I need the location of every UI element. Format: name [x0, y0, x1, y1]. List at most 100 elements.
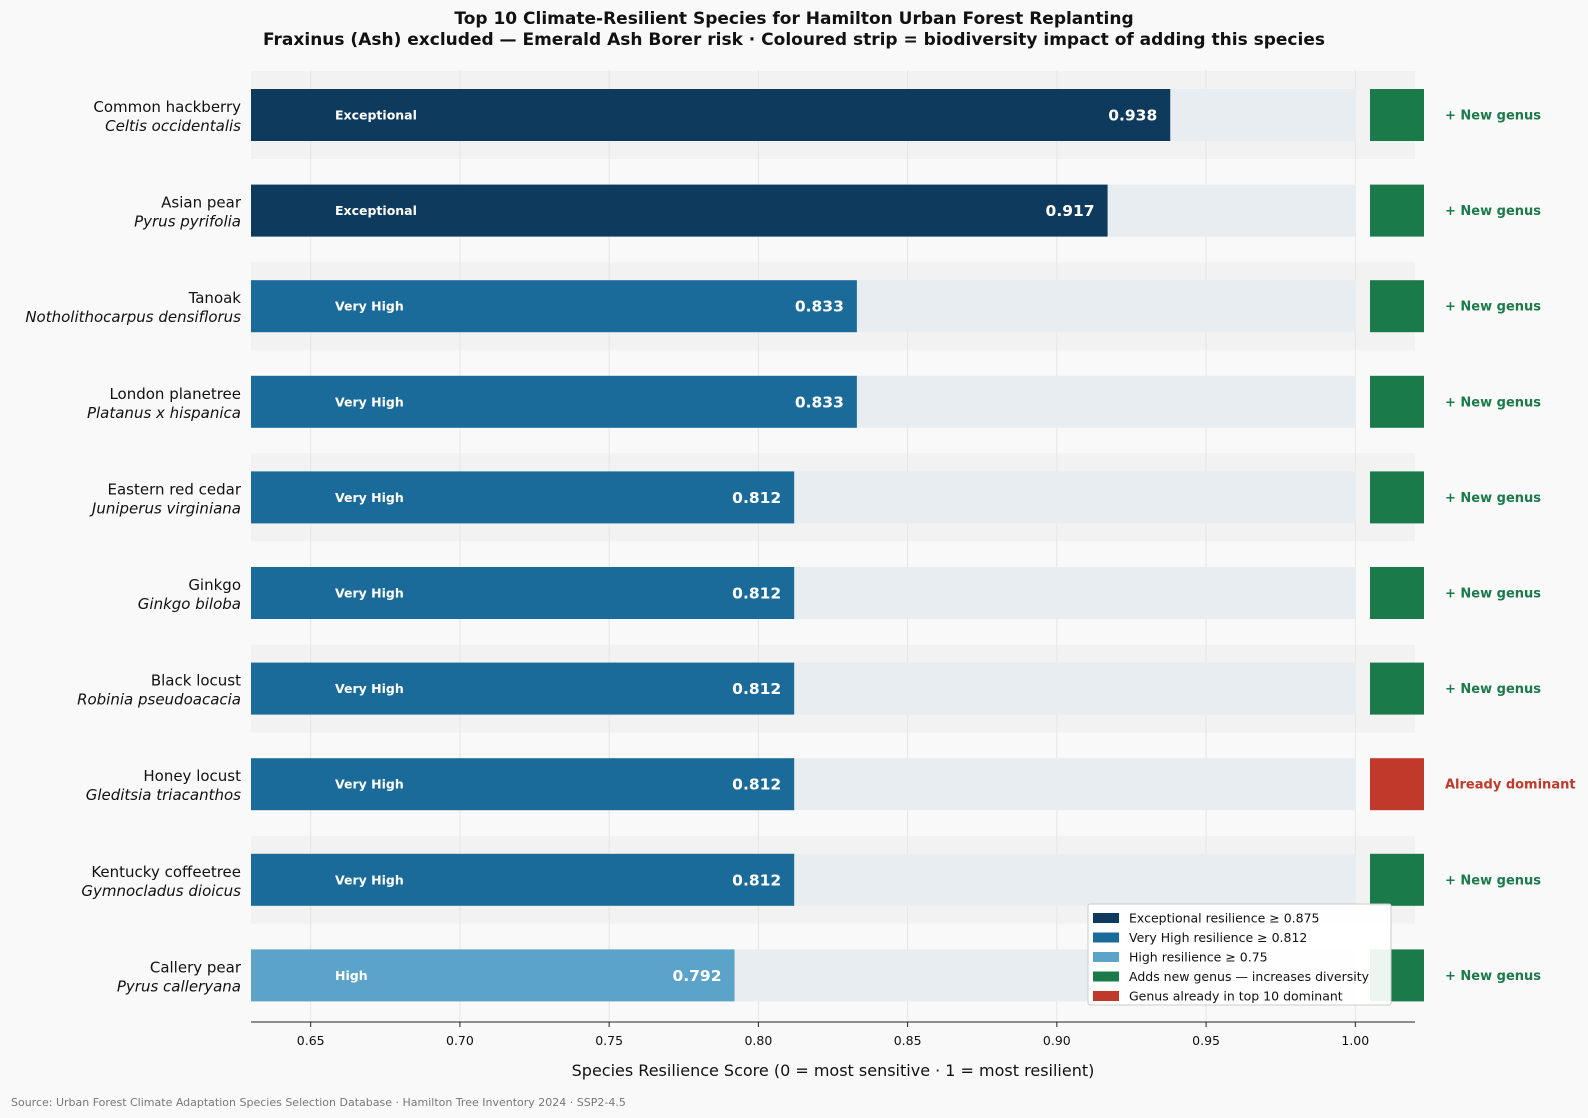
- impact-label: + New genus: [1445, 682, 1541, 697]
- value-label: 0.812: [732, 871, 781, 889]
- species-latin-name: Gymnocladus dioicus: [81, 882, 241, 900]
- value-label: 0.833: [795, 298, 844, 316]
- impact-label: + New genus: [1445, 395, 1541, 410]
- legend-entry: Very High resilience ≥ 0.812: [1129, 930, 1307, 945]
- species-latin-name: Celtis occidentalis: [105, 117, 241, 135]
- impact-strip: [1370, 471, 1424, 524]
- impact-strip: [1370, 184, 1424, 237]
- value-label: 0.792: [672, 967, 721, 985]
- value-label: 0.938: [1108, 107, 1157, 125]
- impact-strip: [1370, 567, 1424, 619]
- chart-subtitle: Fraxinus (Ash) excluded — Emerald Ash Bo…: [263, 30, 1325, 50]
- legend-box: [1087, 903, 1392, 1006]
- tier-label: High: [335, 968, 368, 983]
- species-common-name: Callery pear: [150, 958, 242, 976]
- species-common-name: Honey locust: [143, 767, 241, 785]
- legend-entry: High resilience ≥ 0.75: [1129, 950, 1268, 965]
- tier-label: Very High: [335, 299, 404, 314]
- value-label: 0.812: [732, 489, 781, 507]
- x-tick-label: 1.00: [1341, 1033, 1369, 1048]
- x-tick-label: 0.85: [894, 1033, 922, 1048]
- bar-very_high: [251, 853, 795, 906]
- tier-label: Very High: [335, 490, 404, 505]
- species-latin-name: Notholithocarpus densiflorus: [25, 308, 241, 326]
- chart-title: Top 10 Climate-Resilient Species for Ham…: [454, 9, 1133, 29]
- bar-very_high: [251, 280, 857, 333]
- x-tick-label: 0.95: [1192, 1033, 1220, 1048]
- bar-row: Very High 0.812 Eastern red cedarJuniperus…: [89, 471, 1541, 524]
- x-tick-label: 0.65: [297, 1033, 325, 1048]
- tier-label: Very High: [335, 872, 404, 887]
- legend-entry: Adds new genus — increases diversity: [1129, 969, 1370, 984]
- bar-very_high: [251, 471, 795, 524]
- impact-strip: [1370, 375, 1424, 428]
- legend-swatch: [1093, 913, 1119, 923]
- bar-exceptional: [251, 89, 1171, 141]
- bar-very_high: [251, 758, 795, 811]
- tier-label: Very High: [335, 586, 404, 601]
- legend-swatch: [1093, 952, 1119, 962]
- value-label: 0.812: [732, 680, 781, 698]
- value-label: 0.833: [795, 393, 844, 411]
- species-common-name: Kentucky coffeetree: [91, 863, 241, 881]
- tier-label: Very High: [335, 394, 404, 409]
- bar-exceptional: [251, 184, 1108, 237]
- tier-label: Very High: [335, 681, 404, 696]
- species-latin-name: Pyrus calleryana: [117, 977, 241, 995]
- legend-swatch: [1093, 991, 1119, 1001]
- species-common-name: Asian pear: [161, 194, 242, 212]
- impact-label: + New genus: [1445, 873, 1541, 888]
- x-tick-label: 0.75: [595, 1033, 623, 1048]
- bar-very_high: [251, 375, 857, 428]
- x-tick-label: 0.70: [446, 1033, 474, 1048]
- impact-strip: [1370, 853, 1424, 906]
- tier-label: Exceptional: [335, 203, 417, 218]
- impact-label: + New genus: [1445, 300, 1541, 315]
- species-common-name: Tanoak: [188, 289, 242, 307]
- value-label: 0.812: [732, 585, 781, 603]
- impact-label: + New genus: [1445, 204, 1541, 219]
- species-latin-name: Platanus x hispanica: [87, 404, 241, 422]
- species-latin-name: Pyrus pyrifolia: [134, 213, 241, 231]
- species-latin-name: Juniperus virginiana: [89, 499, 241, 517]
- impact-label: + New genus: [1445, 491, 1541, 506]
- impact-strip: [1370, 280, 1424, 333]
- species-latin-name: Robinia pseudoacacia: [77, 691, 241, 709]
- impact-strip: [1370, 662, 1424, 715]
- source-note: Source: Urban Forest Climate Adaptation …: [11, 1096, 626, 1109]
- tier-label: Exceptional: [335, 108, 417, 123]
- bar-high: [251, 949, 735, 1002]
- bar-very_high: [251, 662, 795, 715]
- legend-entry: Genus already in top 10 dominant: [1129, 989, 1343, 1004]
- impact-label: + New genus: [1445, 969, 1541, 984]
- x-axis-title: Species Resilience Score (0 = most sensi…: [572, 1061, 1095, 1080]
- legend-swatch: [1093, 971, 1119, 982]
- legend: Exceptional resilience ≥ 0.875 Very High …: [1087, 903, 1392, 1006]
- tier-label: Very High: [335, 777, 404, 792]
- species-common-name: Ginkgo: [188, 576, 241, 594]
- legend-swatch: [1093, 932, 1119, 943]
- species-common-name: London planetree: [109, 385, 241, 403]
- species-common-name: Eastern red cedar: [108, 480, 242, 498]
- impact-strip: [1370, 758, 1424, 811]
- species-common-name: Common hackberry: [93, 98, 241, 116]
- species-latin-name: Gleditsia triacanthos: [86, 786, 241, 804]
- bar-row: Very High 0.812 Kentucky coffeetreeGymnocl…: [81, 853, 1541, 906]
- impact-strip: [1370, 89, 1424, 141]
- bar-very_high: [251, 567, 795, 619]
- value-label: 0.917: [1046, 202, 1095, 220]
- x-tick-label: 0.80: [744, 1033, 772, 1048]
- impact-label: + New genus: [1445, 587, 1541, 602]
- species-common-name: Black locust: [151, 672, 241, 690]
- x-axis: 0.65 0.70 0.75 0.80 0.85 0.90 0.95 1.00: [251, 1021, 1415, 1048]
- legend-entry: Exceptional resilience ≥ 0.875: [1129, 911, 1320, 926]
- x-tick-label: 0.90: [1043, 1033, 1071, 1048]
